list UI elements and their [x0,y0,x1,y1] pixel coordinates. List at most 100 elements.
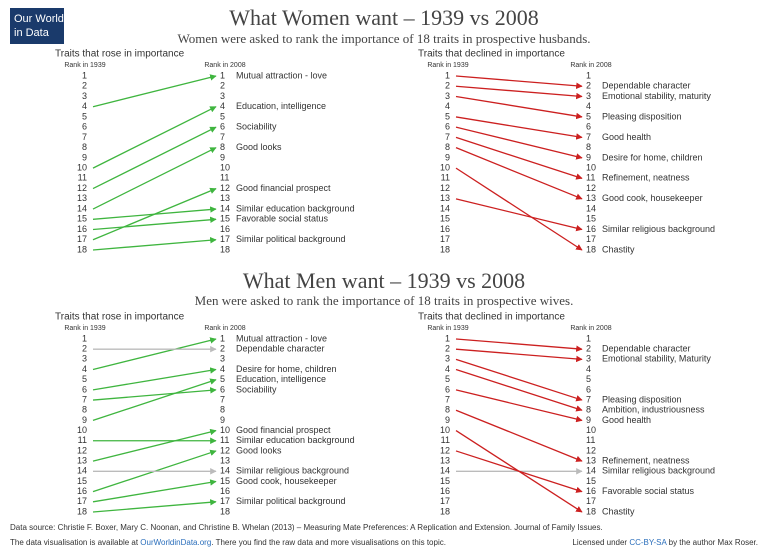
slope-arrow [455,85,583,100]
rank-label: 7 [82,394,87,404]
slope-arrow [92,387,217,401]
rank-label: 15 [440,214,450,224]
rank-label: 11 [441,435,450,445]
trait-label: Dependable character [602,81,691,91]
rank-label: 10 [586,425,596,435]
rank-label: 2 [586,81,591,91]
rank-label: 4 [82,101,87,111]
slope-arrow [92,74,217,108]
rank-label: 15 [220,476,230,486]
rank-label: 18 [220,506,230,516]
rank-label: 12 [77,183,87,193]
rank-label: 1 [82,70,87,80]
rank-label: 14 [220,466,230,476]
trait-label: Pleasing disposition [602,111,682,121]
trait-label: Mutual attraction - love [236,333,327,343]
rank-label: 14 [77,466,87,476]
slope-arrow [455,338,583,352]
rank-label: 16 [77,224,87,234]
rank-label: 11 [78,173,87,183]
panel-title: Traits that rose in importance [55,312,185,323]
slope-arrow [455,147,583,200]
rank-label: 12 [220,183,230,193]
trait-label: Desire for home, children [236,364,337,374]
trait-label: Chastity [602,244,635,254]
trait-label: Emotional stability, Maturity [602,354,711,364]
trait-label: Good looks [236,445,282,455]
rank-label: 17 [77,234,87,244]
rank-label: 12 [440,183,450,193]
rank-label: 6 [586,384,591,394]
rank-label: 4 [220,101,225,111]
footer-license: Licensed under CC-BY-SA by the author Ma… [572,538,758,547]
rank-label: 17 [586,234,596,244]
column-label: Rank in 1939 [64,62,105,69]
trait-label: Ambition, industriousness [602,405,705,415]
rank-label: 6 [445,122,450,132]
rank-label: 4 [586,364,591,374]
rank-label: 10 [220,425,230,435]
trait-label: Emotional stability, maturity [602,91,711,101]
rank-label: 14 [220,203,230,213]
slope-arrow [455,126,583,160]
rank-label: 1 [586,333,591,343]
rank-label: 16 [586,224,596,234]
rank-label: 8 [445,405,450,415]
rank-label: 11 [220,435,229,445]
footer-text: . There you find the raw data and more v… [211,538,446,547]
trait-label: Good cook, housekeeper [236,476,337,486]
trait-label: Sociability [236,122,277,132]
logo-text: Our World [14,13,64,25]
rank-label: 15 [220,214,230,224]
rank-label: 8 [220,142,225,152]
rank-label: 1 [82,333,87,343]
rank-label: 11 [586,173,595,183]
column-label: Rank in 2008 [570,325,611,332]
rank-label: 5 [220,374,225,384]
rank-label: 17 [220,234,230,244]
rank-label: 12 [220,445,230,455]
rank-label: 14 [77,203,87,213]
footer-link[interactable]: OurWorldinData.org [140,538,211,547]
rank-label: 6 [586,122,591,132]
rank-label: 10 [440,162,450,172]
rank-label: 11 [441,173,450,183]
trait-label: Similar political background [236,234,346,244]
rank-label: 3 [445,354,450,364]
rank-label: 18 [586,244,596,254]
trait-label: Dependable character [602,344,691,354]
rank-label: 5 [586,111,591,121]
rank-label: 13 [77,455,87,465]
slope-arrow [92,216,217,231]
rank-label: 9 [220,415,225,425]
logo-text: in Data [14,27,50,39]
trait-label: Similar religious background [602,466,715,476]
trait-label: Similar religious background [236,466,349,476]
rank-label: 7 [586,132,591,142]
slope-arrow [455,116,583,140]
rank-label: 4 [586,101,591,111]
column-label: Rank in 1939 [427,62,468,69]
footer-source: Data source: Christie F. Boxer, Mary C. … [10,523,603,532]
rank-label: 8 [220,405,225,415]
column-label: Rank in 1939 [427,325,468,332]
rank-label: 18 [440,506,450,516]
rank-label: 1 [220,70,225,80]
rank-label: 4 [220,364,225,374]
column-label: Rank in 2008 [204,325,245,332]
rank-label: 12 [77,445,87,455]
rank-label: 9 [586,415,591,425]
footer-link[interactable]: CC-BY-SA [629,538,667,547]
footer-availability: The data visualisation is available at O… [10,538,446,547]
rank-label: 17 [440,496,450,506]
trait-label: Refinement, neatness [602,455,690,465]
rank-label: 13 [440,455,450,465]
rank-label: 3 [82,91,87,101]
trait-label: Refinement, neatness [602,173,690,183]
rank-label: 2 [82,81,87,91]
rank-label: 11 [220,173,229,183]
slope-arrow [455,409,583,462]
rank-label: 15 [586,214,596,224]
rank-label: 4 [445,364,450,374]
rank-label: 5 [586,374,591,384]
